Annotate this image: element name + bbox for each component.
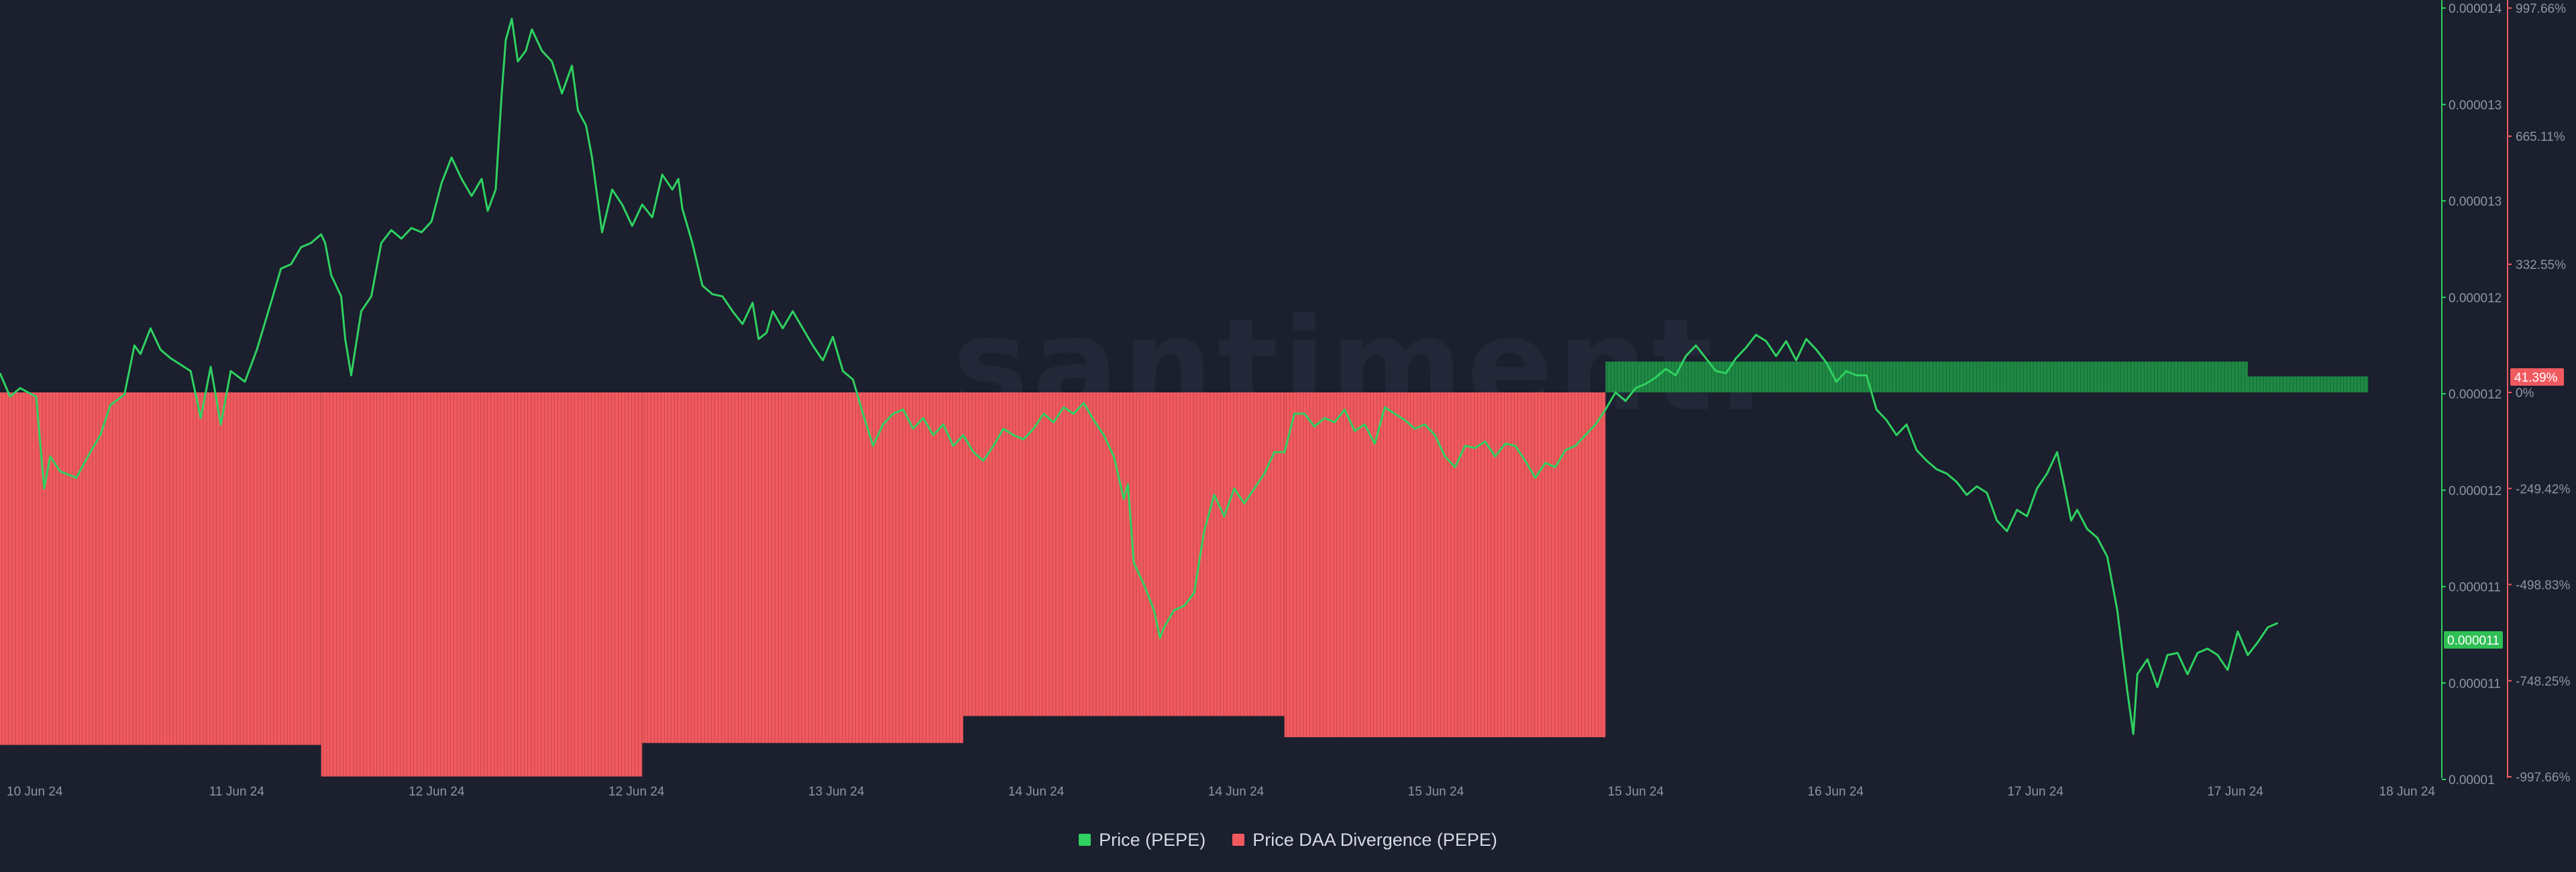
- divergence-bar-4: [1284, 392, 1606, 738]
- divergence-axis-ticks: 997.66% 665.11% 332.55% 0% -249.42% -498.83% -…: [2508, 2, 2570, 785]
- price-line: [0, 17, 2279, 735]
- price-tick-label: 0.000014: [2449, 2, 2502, 16]
- divergence-tick-label: 332.55%: [2516, 258, 2566, 272]
- divergence-bar-1: [321, 392, 643, 777]
- price-tick-label: 0.00001: [2449, 773, 2495, 787]
- divergence-bar-6: [2247, 376, 2369, 392]
- legend-label-divergence: Price DAA Divergence (PEPE): [1252, 829, 1497, 850]
- legend-item-price[interactable]: Price (PEPE): [1079, 830, 1205, 851]
- x-tick-label: 12 Jun 24: [409, 785, 465, 799]
- legend-label-price: Price (PEPE): [1099, 829, 1206, 850]
- x-tick-label: 15 Jun 24: [1408, 785, 1464, 799]
- x-tick-label: 10 Jun 24: [7, 785, 63, 799]
- x-tick-label: 18 Jun 24: [2379, 785, 2436, 799]
- x-tick-label: 15 Jun 24: [1608, 785, 1664, 799]
- price-tick-label: 0.000013: [2449, 195, 2502, 209]
- price-tick-label: 0.000012: [2449, 291, 2502, 305]
- legend: Price (PEPE) Price DAA Divergence (PEPE): [0, 826, 2576, 853]
- price-tick-label: 0.000013: [2449, 99, 2502, 113]
- x-tick-label: 11 Jun 24: [209, 785, 264, 799]
- x-tick-label: 17 Jun 24: [2207, 785, 2263, 799]
- divergence-tick-label: -249.42%: [2516, 482, 2570, 496]
- legend-swatch-divergence: [1232, 834, 1245, 846]
- price-tick-label: 0.000011: [2449, 581, 2501, 595]
- divergence-value-badge: [2510, 368, 2564, 386]
- divergence-tick-label: -748.25%: [2516, 675, 2570, 689]
- price-value-badge-text: 0.000011: [2447, 634, 2500, 648]
- divergence-tick-label: 665.11%: [2516, 130, 2565, 144]
- x-tick-label: 14 Jun 24: [1208, 785, 1265, 799]
- divergence-bar-0: [0, 392, 321, 745]
- x-tick-label: 13 Jun 24: [808, 785, 865, 799]
- divergence-tick-label: 0%: [2516, 386, 2534, 400]
- legend-swatch-price: [1079, 834, 1091, 846]
- x-tick-label: 17 Jun 24: [2007, 785, 2063, 799]
- x-tick-label: 16 Jun 24: [1808, 785, 1864, 799]
- divergence-tick-label: -997.66%: [2516, 771, 2570, 785]
- price-tick-label: 0.000012: [2449, 388, 2502, 402]
- divergence-bar-2: [642, 392, 963, 743]
- legend-item-divergence[interactable]: Price DAA Divergence (PEPE): [1232, 830, 1497, 851]
- divergence-tick-label: 997.66%: [2516, 2, 2566, 16]
- divergence-value-badge-text: 41.39%: [2514, 371, 2558, 385]
- divergence-bars: [0, 362, 2369, 777]
- price-value-badge: [2444, 631, 2503, 649]
- price-tick-label: 0.000012: [2449, 484, 2502, 498]
- divergence-bar-3: [963, 392, 1285, 716]
- price-tick-label: 0.000011: [2449, 677, 2501, 691]
- x-tick-label: 12 Jun 24: [608, 785, 665, 799]
- x-axis-ticks: 10 Jun 24 11 Jun 24 12 Jun 24 12 Jun 24 13 J…: [7, 785, 2435, 799]
- divergence-tick-label: -498.83%: [2516, 579, 2570, 593]
- x-tick-label: 14 Jun 24: [1008, 785, 1065, 799]
- divergence-bar-5: [1605, 362, 2248, 392]
- price-axis-ticks: 0.000014 0.000013 0.000013 0.000012 0.000012…: [2442, 2, 2502, 787]
